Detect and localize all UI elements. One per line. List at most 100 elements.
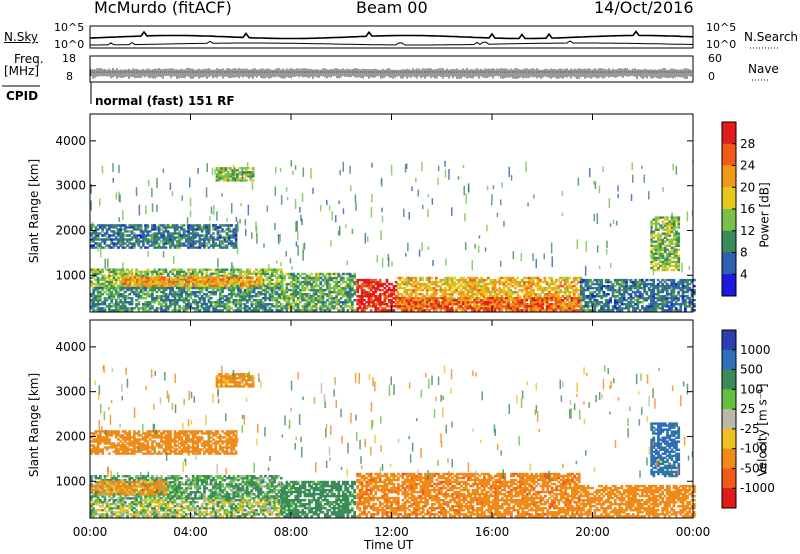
power-cell: [457, 293, 461, 296]
power-cell: [169, 244, 172, 247]
power-cell: [234, 305, 238, 308]
power-cell: [529, 297, 533, 300]
power-cell: [570, 297, 574, 300]
power-cell: [333, 276, 336, 280]
power-cell: [241, 293, 245, 296]
power-cell: [425, 307, 429, 310]
power-cell: [337, 284, 341, 288]
power-cell: [237, 268, 240, 271]
power-cell: [112, 232, 116, 235]
power-cell: [175, 284, 179, 288]
power-cell: [356, 280, 359, 284]
power-cell: [128, 303, 132, 306]
power-cell: [200, 274, 204, 277]
power-cell: [112, 278, 116, 281]
power-cell: [312, 303, 316, 306]
power-cell: [164, 282, 168, 286]
power-cell: [180, 307, 184, 310]
power-cell: [110, 278, 114, 281]
power-cell: [346, 295, 350, 298]
power-cell: [450, 295, 454, 298]
power-cell: [287, 276, 291, 280]
power-cell: [94, 295, 98, 298]
power-cell: [348, 284, 352, 288]
power-cell: [308, 301, 311, 304]
power-cell: [212, 305, 215, 308]
power-cell: [180, 234, 184, 237]
power-cell: [466, 276, 470, 280]
power-cell: [92, 286, 95, 290]
power-cell: [257, 309, 260, 312]
power-cell: [194, 274, 197, 277]
power-cell: [171, 293, 175, 296]
power-cell: [203, 299, 206, 302]
power-cell: [139, 240, 143, 243]
power-cell: [670, 256, 674, 260]
power-cell: [392, 297, 396, 300]
power-cell: [356, 290, 359, 294]
power-cell: [346, 278, 350, 282]
power-cell: [241, 290, 245, 294]
power-cell: [344, 284, 347, 288]
power-cell: [119, 307, 123, 310]
power-cell: [277, 297, 281, 300]
power-cell: [148, 303, 152, 306]
power-cell: [266, 297, 270, 300]
power-cell: [294, 288, 298, 292]
power-cell: [358, 284, 362, 288]
power-cell: [317, 272, 320, 276]
power-cell: [294, 290, 298, 294]
power-cell: [369, 293, 373, 296]
power-cell: [268, 288, 272, 292]
power-cell: [247, 167, 250, 170]
power-cell: [108, 244, 111, 247]
power-cell: [221, 305, 224, 308]
power-cell: [178, 276, 182, 279]
power-cell: [157, 270, 161, 273]
power-cell: [231, 282, 234, 285]
power-cell: [363, 295, 366, 298]
power-cell: [260, 278, 263, 281]
power-cell: [314, 299, 318, 302]
power-cell: [175, 293, 179, 296]
power-cell: [197, 284, 200, 287]
power-cell: [536, 303, 540, 306]
power-cell: [468, 290, 472, 294]
power-cell: [243, 305, 247, 308]
power-cell: [173, 303, 177, 306]
power-cell: [459, 293, 463, 296]
power-cell: [396, 290, 400, 294]
power-cell: [301, 305, 304, 308]
power-cell: [205, 270, 208, 273]
power-cell: [333, 280, 336, 284]
power-cell: [144, 288, 147, 292]
power-cell: [435, 290, 438, 294]
power-cell: [248, 297, 251, 300]
power-cell: [351, 286, 354, 290]
power-cell: [108, 270, 111, 273]
power-cell: [230, 234, 233, 237]
power-cell: [593, 286, 597, 290]
power-cell: [310, 309, 313, 312]
power-cell: [342, 286, 345, 290]
power-cell: [333, 299, 336, 302]
power-cell: [185, 309, 188, 312]
power-cell: [160, 305, 163, 308]
power-cell: [167, 278, 171, 281]
power-cell: [203, 286, 206, 290]
power-cell: [194, 228, 197, 231]
power-cell: [223, 305, 227, 308]
power-cell: [385, 309, 389, 312]
power-cell: [117, 307, 120, 310]
power-cell: [169, 278, 173, 281]
power-cell: [216, 303, 220, 306]
power-cell: [259, 305, 263, 308]
power-cell: [255, 299, 258, 302]
power-cell: [509, 297, 513, 300]
power-cell: [219, 284, 223, 287]
power-cell: [435, 280, 438, 284]
power-cell: [103, 274, 107, 277]
power-cell: [457, 278, 461, 282]
power-cell: [221, 276, 225, 279]
power-cell: [252, 272, 256, 275]
